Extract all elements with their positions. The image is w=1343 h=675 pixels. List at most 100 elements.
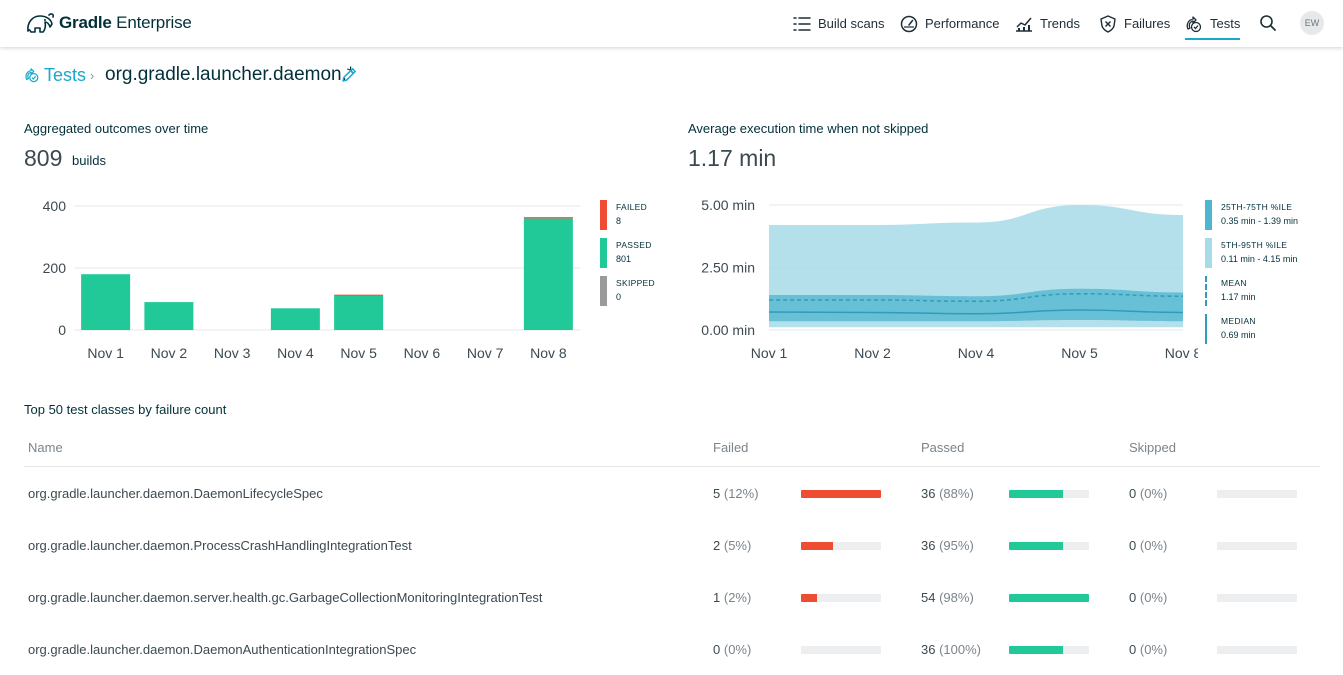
skipped-percent: (0%) [1139, 538, 1168, 553]
list-icon [793, 16, 811, 31]
failed-count-value: 2 [713, 538, 721, 553]
x-tick-label: Nov 8 [530, 345, 567, 361]
pencil-edit-icon[interactable] [340, 66, 358, 84]
column-header-skipped[interactable]: Skipped [1129, 440, 1176, 455]
test-class-name[interactable]: org.gradle.launcher.daemon.ProcessCrashH… [28, 538, 412, 553]
nav-failures[interactable]: Failures [1099, 0, 1170, 47]
test-class-name[interactable]: org.gradle.launcher.daemon.DaemonLifecyc… [28, 486, 323, 501]
passed-percent: (100%) [939, 642, 982, 657]
legend-passed-value: 801 [616, 254, 632, 264]
passed-bar [1009, 646, 1089, 654]
bar-passed [334, 295, 384, 330]
passed-bar-fill [1009, 542, 1063, 550]
x-tick-label: Nov 6 [404, 345, 441, 361]
x-tick-label: Nov 1 [87, 345, 124, 361]
legend-iqr-swatch [1205, 200, 1212, 230]
table-row[interactable]: org.gradle.launcher.daemon.server.health… [0, 590, 1343, 642]
y-tick-label: 2.50 min [701, 260, 755, 276]
bar-failed [523, 217, 573, 219]
legend-mean-value: 1.17 min [1221, 292, 1256, 302]
nav-trends[interactable]: Trends [1015, 0, 1080, 47]
legend-5-95-label: 5TH-95TH %ILE [1221, 240, 1288, 250]
outcomes-build-count-unit: builds [72, 153, 106, 168]
passed-count: 54 (98%) [921, 590, 974, 605]
x-tick-label: Nov 4 [958, 345, 995, 361]
x-tick-label: Nov 4 [277, 345, 314, 361]
column-header-failed[interactable]: Failed [713, 440, 749, 455]
speedometer-icon [900, 15, 918, 32]
table-row[interactable]: org.gradle.launcher.daemon.DaemonLifecyc… [0, 486, 1343, 538]
brand-name-bold: Gradle [59, 13, 112, 32]
x-tick-label: Nov 3 [214, 345, 251, 361]
skipped-count: 0 (0%) [1129, 538, 1167, 553]
skipped-percent: (0%) [1139, 642, 1168, 657]
table-row[interactable]: org.gradle.launcher.daemon.DaemonAuthent… [0, 642, 1343, 675]
passed-bar [1009, 490, 1089, 498]
skipped-count: 0 (0%) [1129, 590, 1167, 605]
failed-bar [801, 594, 881, 602]
legend-failed-swatch [600, 200, 607, 230]
passed-count-value: 36 [921, 538, 936, 553]
skipped-count: 0 (0%) [1129, 642, 1167, 657]
bar-failed [334, 294, 384, 296]
legend-mean-swatch [1205, 276, 1207, 306]
failed-percent: (5%) [723, 538, 752, 553]
tests-icon [25, 68, 39, 83]
outcomes-panel-title: Aggregated outcomes over time [24, 121, 209, 136]
passed-count-value: 36 [921, 642, 936, 657]
skipped-count: 0 (0%) [1129, 486, 1167, 501]
shield-x-icon [1100, 14, 1116, 33]
column-header-passed[interactable]: Passed [921, 440, 965, 455]
execution-time-area-chart: 0.00 min 2.50 min 5.00 min Nov 1 Nov 2 Nov 4 N… [701, 197, 1198, 361]
column-header-name[interactable]: Name [28, 440, 63, 455]
nav-build-scans-label: Build scans [818, 16, 885, 31]
outcomes-bar-chart: 0 200 400 Nov 1 Nov 2 Nov 3 Nov 4 Nov 5 Nov 6 Nov… [43, 198, 580, 361]
y-tick-label: 0.00 min [701, 322, 755, 338]
nav-failures-label: Failures [1124, 16, 1171, 31]
passed-count: 36 (100%) [921, 642, 981, 657]
skipped-percent: (0%) [1139, 590, 1168, 605]
skipped-count-value: 0 [1129, 538, 1137, 553]
legend-passed-swatch [600, 238, 607, 268]
time-panel-title: Average execution time when not skipped [688, 121, 929, 136]
breadcrumb-tests-link[interactable]: Tests [44, 65, 87, 85]
failed-count-value: 1 [713, 590, 721, 605]
tests-icon [1186, 15, 1202, 32]
skipped-count-value: 0 [1129, 642, 1137, 657]
breadcrumb-current: org.gradle.launcher.daemon.* [105, 64, 355, 85]
failed-bar-fill [801, 490, 881, 498]
skipped-percent: (0%) [1139, 486, 1168, 501]
brand-logo-link[interactable]: Gradle Enterprise [25, 10, 192, 36]
user-avatar[interactable]: EW [1300, 11, 1324, 35]
legend-median-label: MEDIAN [1221, 316, 1256, 326]
legend-passed-label: PASSED [616, 240, 652, 250]
legend-skipped-value: 0 [616, 292, 622, 302]
bar-passed [81, 274, 131, 330]
trend-chart-icon [1016, 17, 1032, 32]
passed-percent: (95%) [939, 538, 974, 553]
passed-bar-fill [1009, 646, 1063, 654]
test-class-name[interactable]: org.gradle.launcher.daemon.DaemonAuthent… [28, 642, 417, 657]
failed-percent: (12%) [723, 486, 759, 501]
failed-count-value: 0 [713, 642, 721, 657]
test-class-name[interactable]: org.gradle.launcher.daemon.server.health… [28, 590, 543, 605]
y-tick-label: 5.00 min [701, 197, 755, 213]
passed-count: 36 (95%) [921, 538, 974, 553]
failed-count-value: 5 [713, 486, 721, 501]
nav-tests-label: Tests [1210, 16, 1241, 31]
search-icon[interactable] [1259, 14, 1277, 32]
table-row[interactable]: org.gradle.launcher.daemon.ProcessCrashH… [0, 538, 1343, 590]
brand-name-rest: Enterprise [111, 13, 192, 32]
failed-count: 0 (0%) [713, 642, 751, 657]
bar-passed [523, 218, 573, 330]
nav-tests[interactable]: Tests [1185, 0, 1241, 47]
brand-name: Gradle Enterprise [59, 13, 192, 33]
legend-median-value: 0.69 min [1221, 330, 1256, 340]
x-tick-label: Nov 8 [1165, 345, 1198, 361]
nav-build-scans[interactable]: Build scans [793, 0, 884, 47]
y-tick-label: 400 [43, 198, 67, 214]
line-mean [769, 292, 1184, 303]
nav-performance[interactable]: Performance [900, 0, 999, 47]
passed-percent: (98%) [939, 590, 974, 605]
failed-bar [801, 542, 881, 550]
